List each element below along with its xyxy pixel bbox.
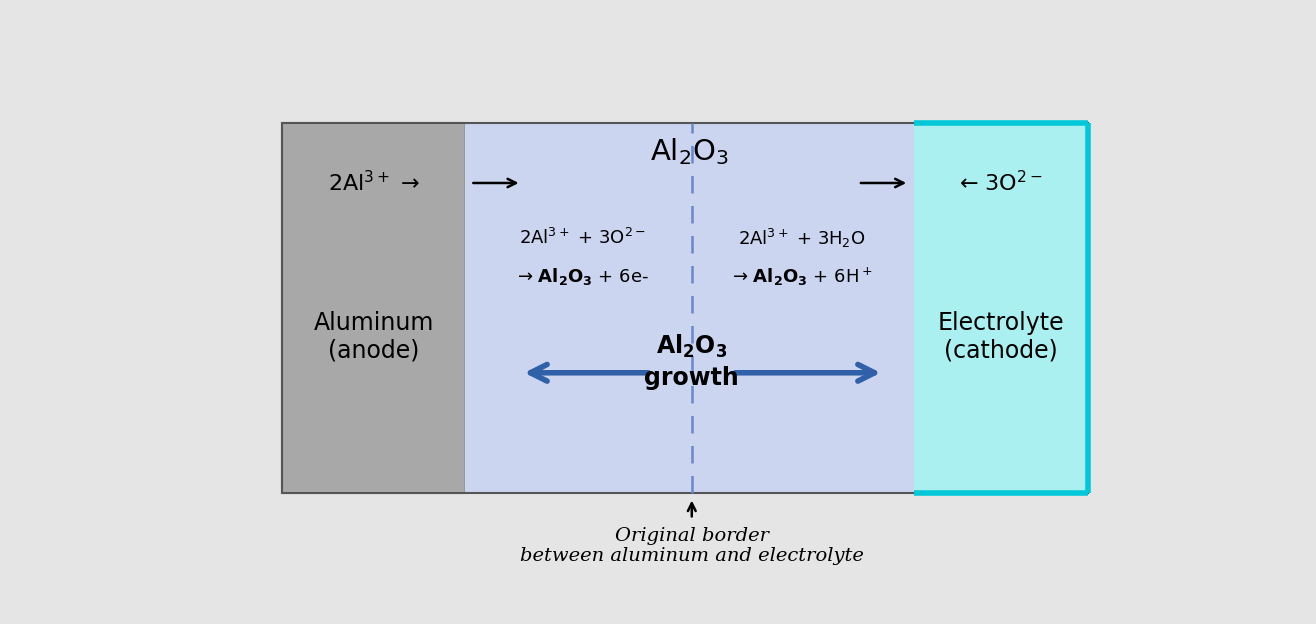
Text: Electrolyte
(cathode): Electrolyte (cathode)	[937, 311, 1065, 363]
Text: Original border
between aluminum and electrolyte: Original border between aluminum and ele…	[520, 527, 863, 565]
Text: Al$_2$O$_3$: Al$_2$O$_3$	[650, 137, 729, 167]
Text: ← 3O$^{2-}$: ← 3O$^{2-}$	[959, 170, 1042, 195]
Text: 2Al$^{3+}$ + 3H$_2$O: 2Al$^{3+}$ + 3H$_2$O	[738, 227, 866, 250]
Text: growth: growth	[645, 366, 740, 389]
Bar	[915, 123, 1087, 493]
Bar	[282, 123, 466, 493]
Text: → $\mathbf{Al_2O_3}$ + 6H$^+$: → $\mathbf{Al_2O_3}$ + 6H$^+$	[732, 266, 873, 288]
Text: $\mathbf{Al_2O_3}$: $\mathbf{Al_2O_3}$	[657, 333, 728, 360]
Text: 2Al$^{3+}$ + 3O$^{2-}$: 2Al$^{3+}$ + 3O$^{2-}$	[520, 228, 646, 248]
Text: → $\mathbf{Al_2O_3}$ + 6e-: → $\mathbf{Al_2O_3}$ + 6e-	[517, 266, 649, 287]
Bar	[466, 123, 915, 493]
Text: 2Al$^{3+}$ →: 2Al$^{3+}$ →	[328, 170, 420, 195]
Bar	[282, 123, 1087, 493]
Text: Aluminum
(anode): Aluminum (anode)	[313, 311, 434, 363]
